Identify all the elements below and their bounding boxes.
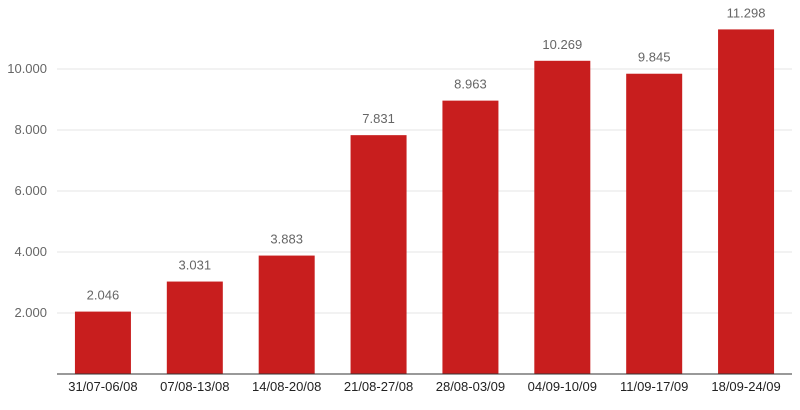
bar <box>534 60 591 374</box>
x-tick-label: 04/09-10/09 <box>528 379 597 394</box>
y-tick-label: 10.000 <box>7 61 47 76</box>
data-labels: 2.046 3.031 3.883 7.831 8.963 10.269 9.845 11.2… <box>87 5 766 302</box>
bar <box>74 311 131 374</box>
data-label: 3.883 <box>270 232 303 247</box>
x-tick-label: 31/07-06/08 <box>68 379 137 394</box>
x-tick-label: 14/08-20/08 <box>252 379 321 394</box>
y-tick-label: 8.000 <box>14 122 47 137</box>
bars <box>74 29 775 374</box>
data-label: 11.298 <box>727 5 766 20</box>
x-tick-label: 18/09-24/09 <box>711 379 780 394</box>
x-axis-ticks: 31/07-06/08 07/08-13/08 14/08-20/08 21/08-2… <box>68 379 781 394</box>
data-label: 3.031 <box>179 258 212 273</box>
bar <box>350 135 407 374</box>
bar <box>718 29 775 374</box>
bar <box>166 281 223 374</box>
x-tick-label: 21/08-27/08 <box>344 379 413 394</box>
data-label: 7.831 <box>362 111 395 126</box>
data-label: 10.269 <box>542 37 582 52</box>
x-tick-label: 28/08-03/09 <box>436 379 505 394</box>
y-tick-label: 2.000 <box>14 305 47 320</box>
bar <box>258 255 315 374</box>
bar <box>442 100 499 374</box>
data-label: 2.046 <box>87 288 120 303</box>
y-axis-ticks: 2.000 4.000 6.000 8.000 10.000 <box>7 61 47 320</box>
x-tick-label: 11/09-17/09 <box>620 379 688 394</box>
y-tick-label: 4.000 <box>14 244 47 259</box>
y-tick-label: 6.000 <box>14 183 47 198</box>
x-tick-label: 07/08-13/08 <box>160 379 229 394</box>
data-label: 8.963 <box>454 77 487 92</box>
bar <box>626 73 683 374</box>
data-label: 9.845 <box>638 50 671 65</box>
